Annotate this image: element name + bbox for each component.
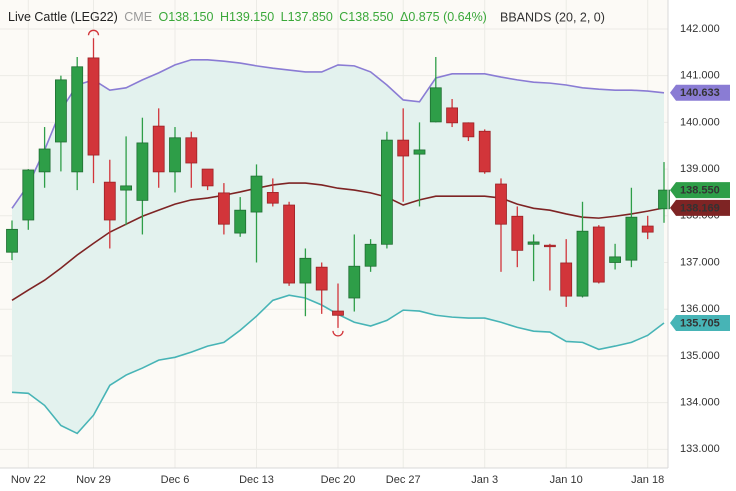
close-value: C138.550 [339, 10, 393, 24]
price-tag [670, 182, 730, 199]
candle-body [348, 265, 361, 299]
candle-body [22, 169, 35, 221]
x-tick-label: Dec 13 [239, 474, 274, 486]
candles [6, 29, 670, 337]
price-tag [670, 314, 730, 331]
candle-body [380, 139, 393, 245]
low-marker [332, 330, 344, 337]
candle-body [576, 230, 589, 297]
candle-body [446, 107, 459, 124]
candle-body [120, 185, 132, 191]
candle-body [315, 266, 328, 291]
candle-body [103, 181, 116, 221]
y-tick-label: 135.000 [680, 350, 720, 362]
chart-header: Live Cattle (LEG22) CME O138.150 H139.15… [8, 10, 487, 24]
candle-body [429, 87, 442, 123]
candle-body [152, 125, 165, 173]
price-tag-label: 138.550 [680, 185, 720, 197]
candle-body [136, 142, 149, 201]
candle-body [397, 139, 410, 157]
x-tick-label: Nov 22 [11, 474, 46, 486]
candle-body [55, 79, 67, 143]
candle-body [266, 192, 279, 204]
candle-body [332, 310, 344, 316]
y-tick-label: 141.000 [680, 70, 720, 82]
candle-body [511, 215, 524, 251]
price-tag [670, 84, 730, 101]
candle-body [364, 243, 377, 267]
x-tick-label: Dec 20 [321, 474, 356, 486]
x-tick-label: Jan 3 [471, 474, 498, 486]
price-tag-label: 140.633 [680, 87, 720, 99]
indicator-label: BBANDS (20, 2, 0) [500, 10, 605, 24]
candle-body [38, 148, 51, 173]
low-value: L137.850 [281, 10, 333, 24]
axes: 133.000134.000135.000136.000137.000138.0… [11, 23, 730, 486]
candle-body [87, 57, 100, 156]
y-tick-label: 136.000 [680, 303, 720, 315]
price-tag-label: 135.705 [680, 317, 720, 329]
candle-body [527, 241, 540, 245]
y-tick-label: 139.000 [680, 163, 720, 175]
band-line [11, 182, 665, 301]
price-tag [670, 199, 730, 216]
candle-body [413, 149, 426, 155]
price-tag-label: 138.169 [680, 202, 720, 214]
y-tick-label: 140.000 [680, 116, 720, 128]
candle-body [234, 209, 247, 234]
y-tick-label: 133.000 [680, 443, 720, 455]
high-marker [87, 29, 100, 36]
candle-body [283, 204, 296, 284]
change-value: Δ0.875 (0.64%) [400, 10, 487, 24]
candle-body [185, 137, 198, 164]
candle-body [478, 130, 491, 173]
candle-body [462, 122, 475, 138]
symbol: Live Cattle (LEG22) [8, 10, 118, 24]
candle-body [495, 183, 507, 225]
candle-body [544, 244, 556, 248]
candle-body [592, 226, 605, 283]
exchange: CME [124, 10, 152, 24]
candle-body [560, 262, 573, 297]
candle-body [6, 228, 18, 253]
candle-body [609, 256, 621, 263]
y-tick-label: 137.000 [680, 256, 720, 268]
candle-body [217, 192, 230, 225]
x-tick-label: Jan 18 [631, 474, 664, 486]
x-tick-label: Nov 29 [76, 474, 111, 486]
y-tick-label: 134.000 [680, 397, 720, 409]
x-tick-label: Dec 27 [386, 474, 421, 486]
band-line [11, 58, 665, 209]
candle-body [169, 137, 181, 173]
candle-body [250, 175, 263, 213]
candle-body [658, 189, 670, 210]
candle-body [641, 225, 654, 233]
candle-body [71, 66, 84, 173]
candle-body [299, 257, 312, 284]
y-tick-label: 142.000 [680, 23, 720, 35]
candle-body [201, 168, 214, 187]
x-tick-label: Dec 6 [161, 474, 190, 486]
high-value: H139.150 [220, 10, 274, 24]
candle-body [625, 216, 638, 261]
x-tick-label: Jan 10 [550, 474, 583, 486]
open-value: O138.150 [159, 10, 214, 24]
